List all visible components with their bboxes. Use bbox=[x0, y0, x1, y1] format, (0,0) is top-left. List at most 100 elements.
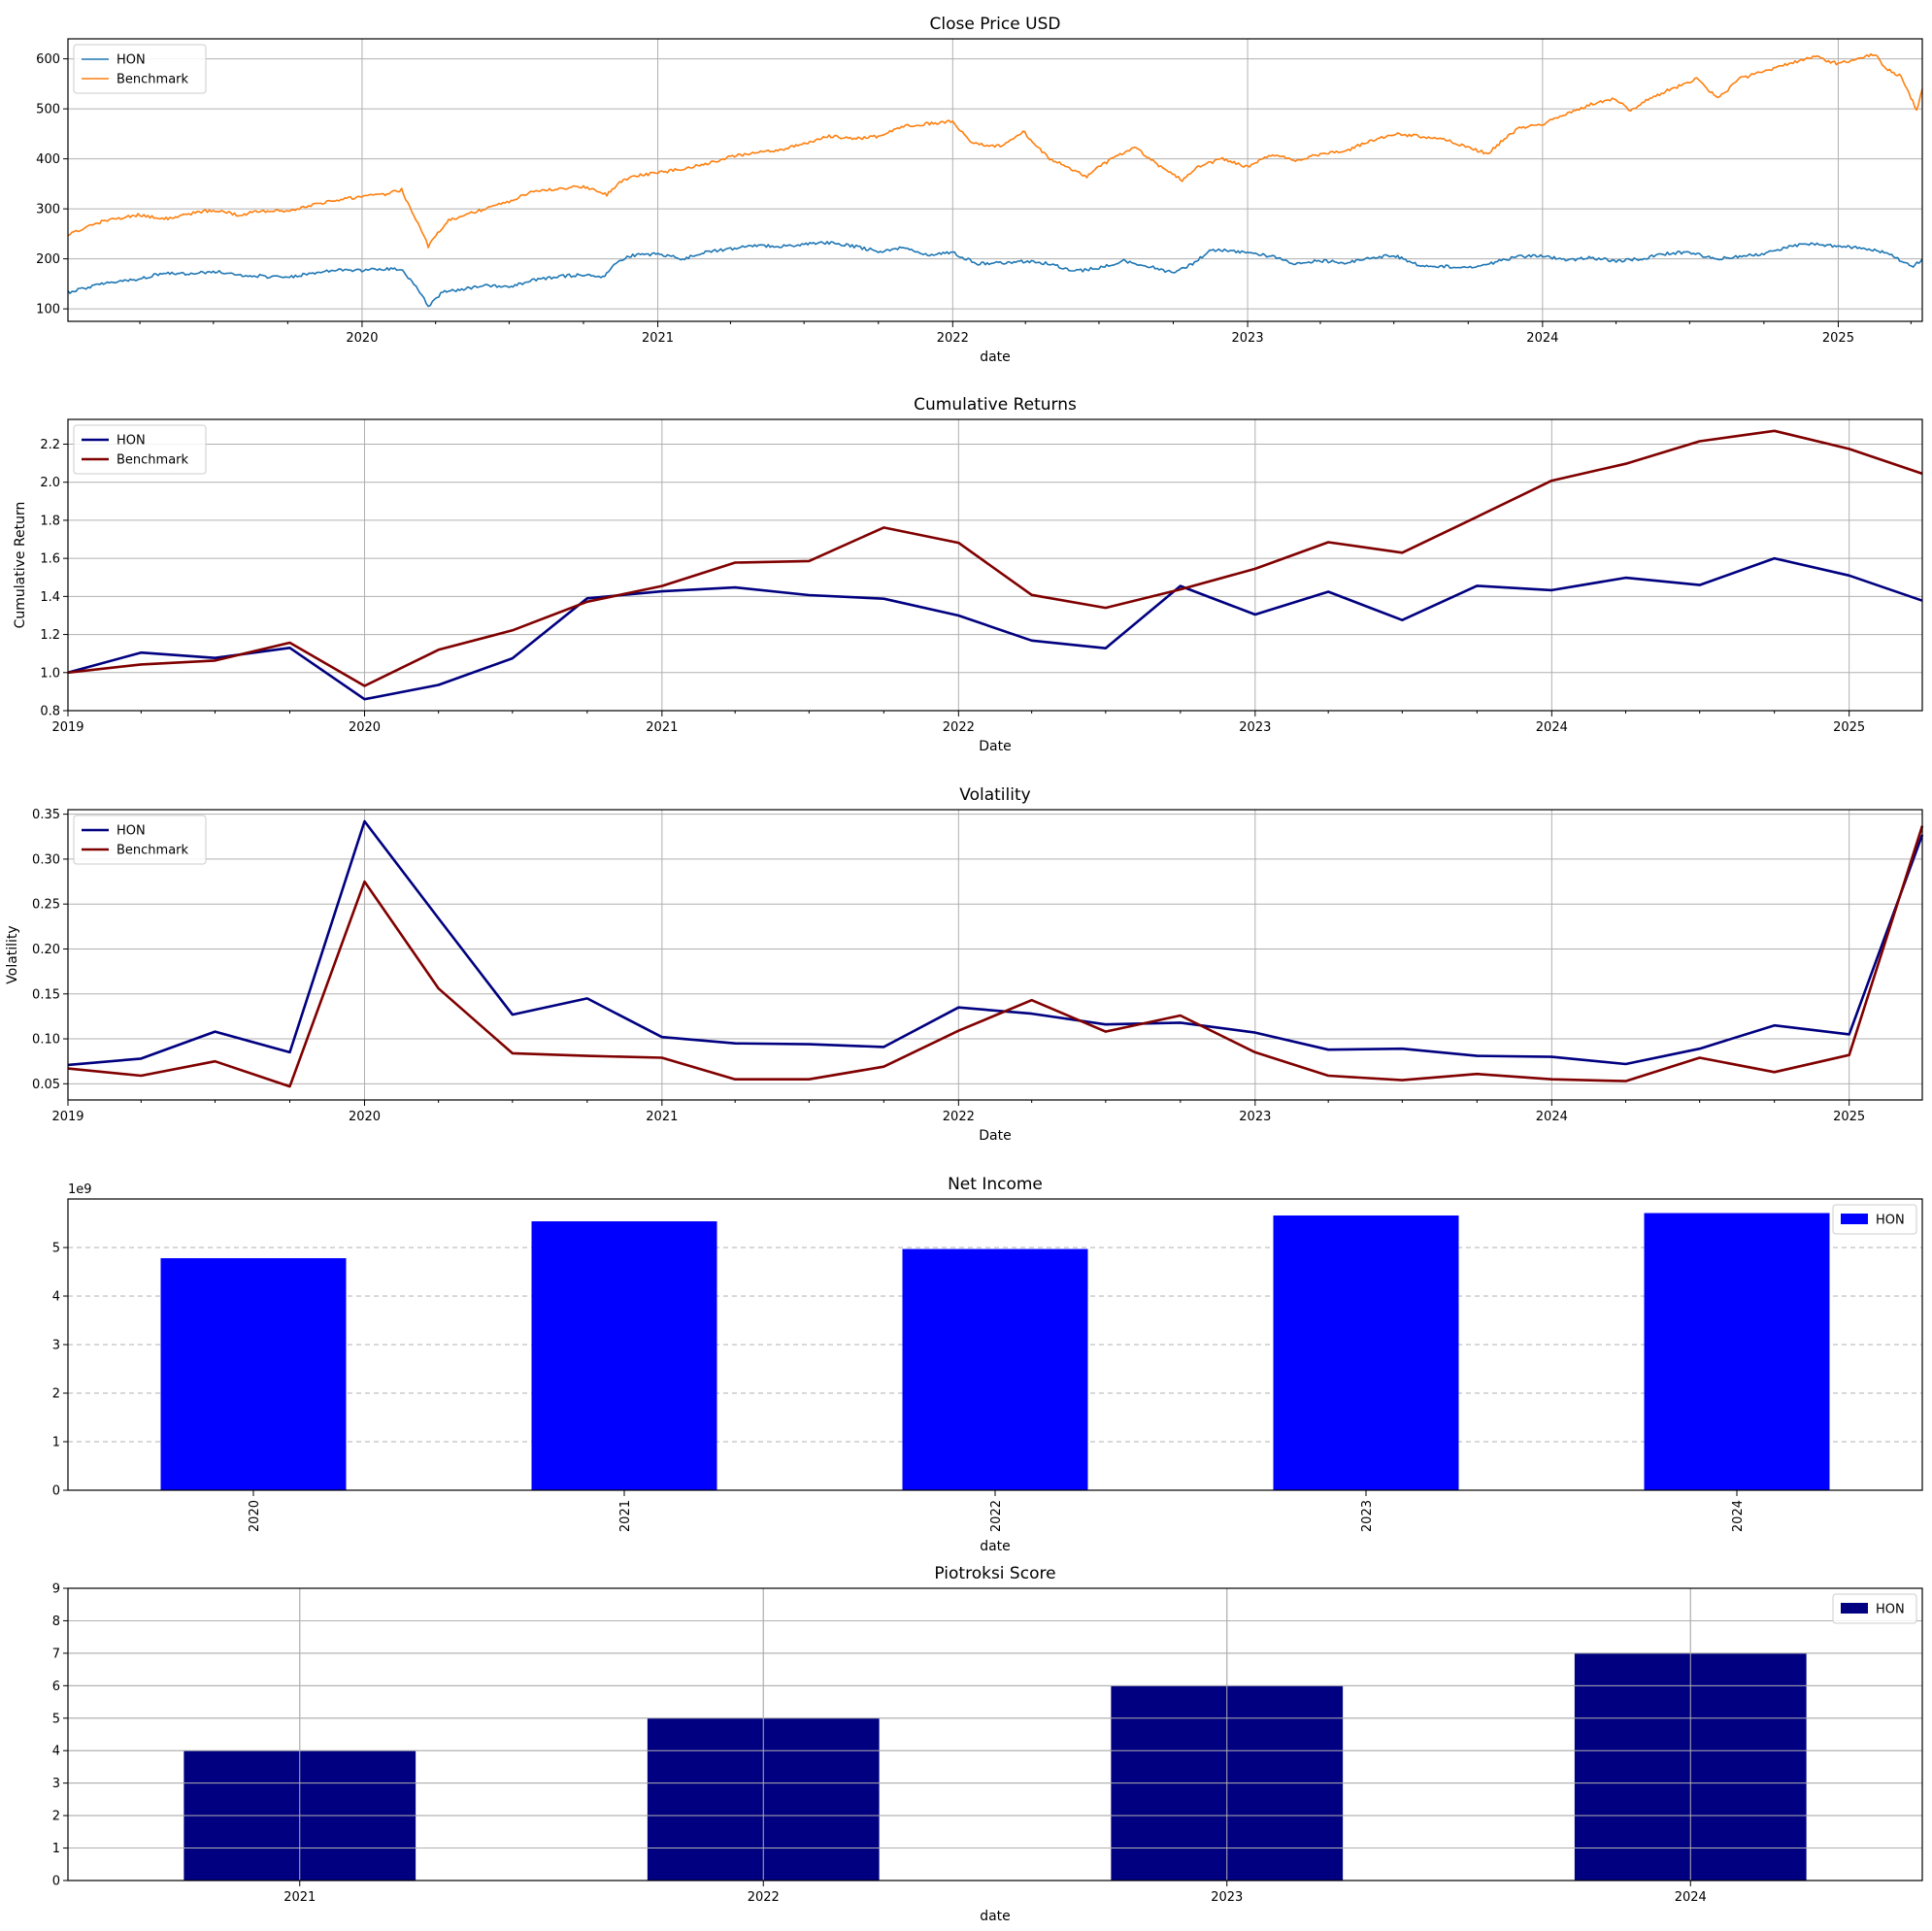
y-tick-label: 100 bbox=[36, 303, 60, 317]
y-tick-label: 2 bbox=[52, 1387, 60, 1402]
plot-frame bbox=[67, 418, 1923, 712]
legend-swatch bbox=[1841, 1603, 1868, 1614]
x-axis-label: date bbox=[980, 350, 1011, 365]
y-tick-label: 1.4 bbox=[40, 590, 60, 605]
y-tick-label: 200 bbox=[36, 252, 60, 267]
x-tick-label: 2023 bbox=[1211, 1890, 1243, 1905]
y-tick-label: 0.10 bbox=[32, 1033, 60, 1048]
plot-frame bbox=[67, 1198, 1923, 1491]
y-tick-label: 8 bbox=[52, 1615, 60, 1629]
x-tick-label: 2020 bbox=[248, 1500, 262, 1532]
y-tick-label: 0.8 bbox=[40, 705, 60, 719]
x-tick-label: 2020 bbox=[349, 720, 381, 735]
y-tick-label: 2 bbox=[52, 1810, 60, 1824]
close-price-chart: Close Price USD 100 200 300 400 500 600 2020 202… bbox=[36, 15, 1923, 365]
y-tick-label: 0.15 bbox=[32, 987, 60, 1002]
x-tick-label: 2025 bbox=[1833, 720, 1865, 735]
legend-label: Benchmark bbox=[117, 844, 189, 858]
chart-title: Cumulative Returns bbox=[914, 395, 1077, 415]
x-tick-label: 2022 bbox=[937, 331, 969, 346]
x-tick-label: 2023 bbox=[1239, 1110, 1271, 1124]
legend-label: HON bbox=[1876, 1603, 1905, 1617]
y-tick-label: 2.0 bbox=[40, 476, 60, 490]
y-tick-label: 0.20 bbox=[32, 943, 60, 957]
series-line-benchmark bbox=[67, 825, 1924, 1088]
piotroksi-score-chart: Piotroksi Score 0 1 2 3 4 5 6 7 8 9 2021 2022 2023 202… bbox=[52, 1564, 1923, 1924]
y-tick-label: 1 bbox=[52, 1436, 60, 1450]
legend-box bbox=[1832, 1593, 1917, 1624]
y-tick-label: 3 bbox=[52, 1339, 60, 1353]
cumulative-returns-chart: Cumulative Returns 0.8 1.0 1.2 1.4 1.6 1.8 2.0 2… bbox=[13, 395, 1923, 754]
x-tick-label: 2025 bbox=[1833, 1110, 1865, 1124]
y-tick-label: 2.2 bbox=[40, 438, 60, 452]
y-axis-label: Cumulative Return bbox=[13, 502, 28, 629]
y-tick-label: 0 bbox=[52, 1484, 60, 1499]
series-line-hon bbox=[67, 819, 1924, 1067]
x-tick-label: 2021 bbox=[283, 1890, 316, 1905]
series-line-hon bbox=[67, 241, 1923, 308]
x-tick-label: 2022 bbox=[989, 1500, 1004, 1532]
x-axis-label: date bbox=[980, 1539, 1011, 1554]
x-tick-label: 2025 bbox=[1822, 331, 1854, 346]
legend-label: HON bbox=[117, 53, 146, 68]
volatility-chart: Volatility 0.05 0.10 0.15 0.20 0.25 0.30 0.35 Vo… bbox=[5, 785, 1924, 1144]
bar-2022 bbox=[902, 1248, 1088, 1490]
chart-title: Piotroksi Score bbox=[934, 1564, 1055, 1583]
x-tick-label: 2021 bbox=[618, 1500, 633, 1532]
x-tick-label: 2024 bbox=[1731, 1500, 1746, 1532]
x-tick-label: 2020 bbox=[349, 1110, 381, 1124]
legend-label: Benchmark bbox=[117, 453, 189, 468]
y-tick-label: 5 bbox=[52, 1712, 60, 1726]
x-axis-label: date bbox=[980, 1909, 1011, 1924]
y-tick-label: 0 bbox=[52, 1875, 60, 1889]
x-tick-label: 2020 bbox=[346, 331, 378, 346]
bar-2021 bbox=[531, 1221, 717, 1490]
y-tick-label: 1 bbox=[52, 1842, 60, 1856]
x-tick-label: 2024 bbox=[1536, 720, 1568, 735]
y-tick-label: 500 bbox=[36, 103, 60, 117]
plot-frame bbox=[67, 1587, 1923, 1881]
y-axis-multiplier: 1e9 bbox=[68, 1182, 92, 1197]
legend-box bbox=[73, 815, 207, 865]
y-tick-label: 0.30 bbox=[32, 852, 60, 867]
y-tick-label: 300 bbox=[36, 203, 60, 217]
legend-label: Benchmark bbox=[117, 73, 189, 87]
legend-box bbox=[1832, 1204, 1917, 1235]
x-axis-label: Date bbox=[979, 739, 1011, 754]
y-tick-label: 3 bbox=[52, 1777, 60, 1791]
y-tick-label: 0.05 bbox=[32, 1078, 60, 1092]
x-tick-label: 2022 bbox=[943, 1110, 975, 1124]
chart-title: Volatility bbox=[959, 785, 1030, 805]
x-tick-label: 2021 bbox=[646, 720, 678, 735]
x-tick-label: 2024 bbox=[1675, 1890, 1707, 1905]
bar-2024 bbox=[1644, 1213, 1830, 1490]
net-income-chart: Net Income 0 1 2 3 4 5 1e9 2020 2021 2022 2023 2024 d… bbox=[52, 1175, 1923, 1554]
plot-frame bbox=[67, 38, 1923, 322]
x-tick-label: 2022 bbox=[748, 1890, 780, 1905]
y-tick-label: 4 bbox=[52, 1290, 60, 1305]
x-tick-label: 2024 bbox=[1526, 331, 1558, 346]
plot-frame bbox=[67, 809, 1923, 1101]
y-tick-label: 9 bbox=[52, 1582, 60, 1597]
series-line-benchmark bbox=[67, 429, 1923, 687]
x-tick-label: 2021 bbox=[646, 1110, 678, 1124]
y-tick-label: 600 bbox=[36, 52, 60, 67]
y-tick-label: 0.25 bbox=[32, 898, 60, 913]
y-tick-label: 7 bbox=[52, 1647, 60, 1661]
chart-title: Net Income bbox=[948, 1175, 1043, 1194]
x-tick-label: 2023 bbox=[1360, 1500, 1375, 1532]
y-tick-label: 0.35 bbox=[32, 808, 60, 822]
bar-2020 bbox=[160, 1258, 347, 1490]
y-tick-label: 6 bbox=[52, 1680, 60, 1694]
bar-2023 bbox=[1273, 1215, 1459, 1490]
x-tick-label: 2022 bbox=[943, 720, 975, 735]
y-tick-label: 400 bbox=[36, 152, 60, 167]
series-line-hon bbox=[67, 556, 1923, 701]
legend-box bbox=[73, 424, 207, 475]
x-tick-label: 2023 bbox=[1232, 331, 1264, 346]
legend-swatch bbox=[1841, 1214, 1868, 1224]
x-tick-label: 2019 bbox=[51, 720, 83, 735]
